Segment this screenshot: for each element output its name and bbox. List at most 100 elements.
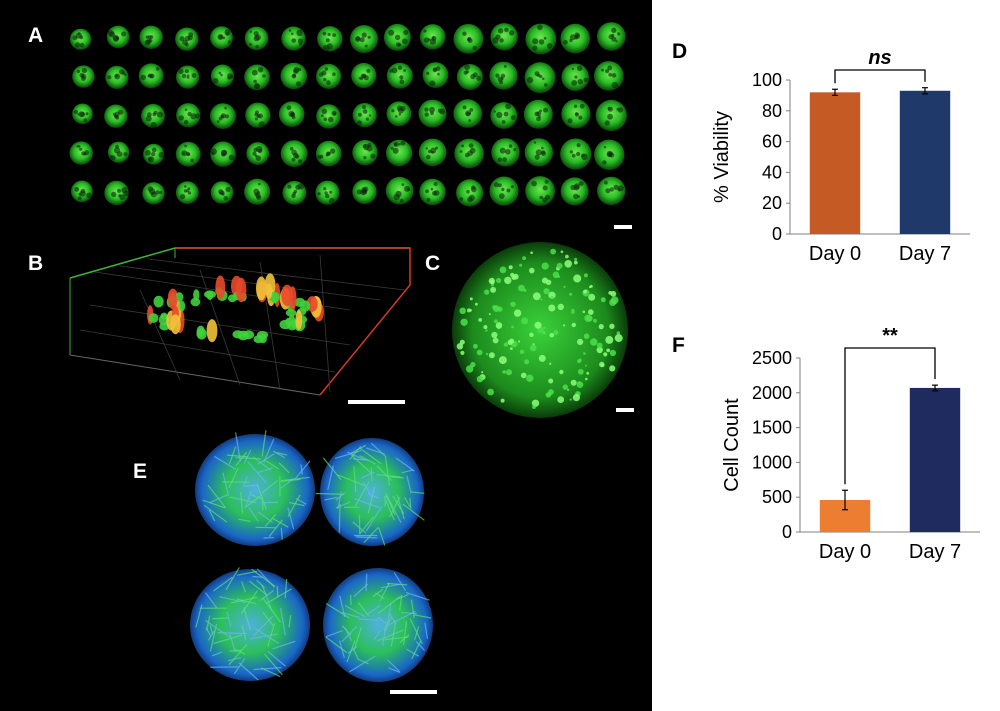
spheroid-thumbnail [138,63,164,89]
spheroid-thumbnail [104,104,128,128]
spheroid-thumbnail [561,63,589,92]
y-tick-label: 2500 [752,348,792,368]
spheroid-thumbnail [315,180,340,205]
spheroid-thumbnail [418,138,447,167]
significance-bracket [844,347,936,485]
spheroid-thumbnail [210,103,236,129]
y-tick-label: 1000 [752,452,792,472]
spheroid-thumbnail [525,23,557,55]
scale-bar-a [614,225,632,229]
spheroid-thumbnail [560,138,592,170]
error-bar [832,88,838,97]
spheroid-thumbnail [453,24,484,54]
spheroid-thumbnail [104,180,129,206]
spheroid-thumbnail [525,176,555,206]
y-axis-label: Cell Count [721,398,743,492]
panel-label-d: D [672,40,687,63]
spheroid-thumbnail [422,62,449,88]
spheroid-thumbnail [106,25,130,49]
y-tick-label: 40 [762,162,782,182]
significance-bracket [834,69,926,84]
panel-b-3d-render [69,247,411,396]
spheroid-thumbnail [282,180,307,205]
panel-e-stained-spheroids [190,430,433,682]
x-tick-label: Day 7 [909,541,961,563]
spheroid-thumbnail [595,99,627,132]
y-tick-label: 60 [762,132,782,152]
spheroid-thumbnail [278,101,305,127]
spheroid-thumbnail [210,181,234,204]
panel-label-b: B [28,252,43,275]
spheroid-thumbnail [385,176,414,205]
spheroid-thumbnail [453,99,483,128]
y-tick-label: 0 [772,224,782,244]
y-axis-label: % Viability [711,111,733,203]
spheroid-thumbnail [244,178,271,205]
significance-label: ns [868,47,891,69]
panel-label-f: F [672,334,685,357]
spheroid-thumbnail [245,102,271,128]
spheroid-thumbnail [107,141,130,163]
spheroid-thumbnail [280,140,308,168]
spheroid-thumbnail [524,138,553,167]
spheroid-thumbnail [419,24,446,50]
panel-label-a: A [28,24,43,47]
y-tick-label: 1500 [752,418,792,438]
spheroid-thumbnail [489,176,519,206]
y-tick-label: 2000 [752,383,792,403]
spheroid-thumbnail [105,65,129,89]
panel-c-spheroid [452,242,628,418]
spheroid-thumbnail [352,103,377,128]
spheroid-thumbnail [491,138,520,167]
spheroid-thumbnail [523,99,553,129]
error-bar [842,489,848,511]
spheroid-thumbnail [69,141,93,165]
y-tick-label: 500 [762,487,792,507]
spheroid-thumbnail [386,62,413,89]
spheroid-thumbnail [524,62,556,94]
spheroid-thumbnail [561,99,591,129]
x-tick-label: Day 7 [899,243,951,265]
spheroid-thumbnail [351,62,377,89]
scale-bar-c [616,408,634,412]
spheroid-thumbnail [210,64,234,88]
spheroid-thumbnail [352,179,377,204]
y-tick-label: 0 [782,522,792,542]
y-tick-label: 80 [762,101,782,121]
chart-d-viability: 0 20 40 60 80 100 % Viability Day 0 Day 7 ns [711,47,970,265]
panel-label-e: E [133,460,147,483]
significance-label: ** [882,325,898,347]
bar [809,92,861,234]
spheroid-thumbnail [489,61,518,90]
spheroid-thumbnail [352,139,378,166]
scale-bar-b [348,400,405,404]
spheroid-thumbnail [386,101,412,127]
spheroid-thumbnail [71,180,93,203]
spheroid-thumbnail [175,181,199,205]
spheroid-thumbnail [175,141,201,167]
x-tick-label: Day 0 [809,243,861,265]
spheroid-thumbnail [141,103,165,128]
spheroid-thumbnail [594,139,625,170]
spheroid-thumbnail [72,103,93,125]
spheroid-thumbnail [175,27,199,51]
spheroid-thumbnail [490,102,518,129]
error-bar [932,384,938,392]
spheroid-thumbnail [560,23,590,54]
spheroid-thumbnail [244,26,269,51]
spheroid-thumbnail [316,63,342,89]
panel-label-c: C [425,252,440,275]
spheroid-thumbnail [317,26,343,52]
spheroid-thumbnail [244,64,270,91]
spheroid-thumbnail [385,139,413,167]
spheroid-thumbnail [490,23,518,51]
spheroid-thumbnail [315,140,342,167]
spheroid-thumbnail [316,104,341,129]
scale-bar-e [390,690,437,694]
spheroid-thumbnail [280,62,308,90]
chart-f-cell-count: 0 500 1000 1500 2000 2500 Cell Count Day 0 Day 7… [721,325,980,563]
spheroid-thumbnail [418,99,447,128]
panel-a-spheroid-grid [69,22,627,207]
spheroid-thumbnail [383,23,411,51]
spheroid-thumbnail [456,179,484,207]
